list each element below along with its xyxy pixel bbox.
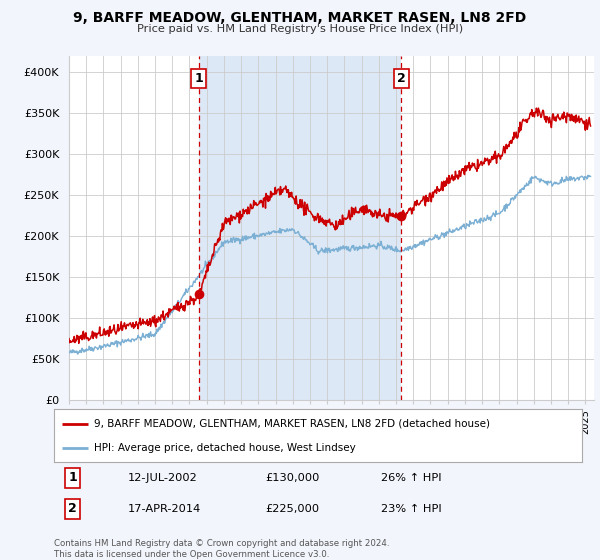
Text: Price paid vs. HM Land Registry's House Price Index (HPI): Price paid vs. HM Land Registry's House … xyxy=(137,24,463,34)
Text: £225,000: £225,000 xyxy=(265,504,319,514)
Text: 1: 1 xyxy=(194,72,203,85)
Text: 9, BARFF MEADOW, GLENTHAM, MARKET RASEN, LN8 2FD: 9, BARFF MEADOW, GLENTHAM, MARKET RASEN,… xyxy=(73,11,527,25)
Text: 17-APR-2014: 17-APR-2014 xyxy=(128,504,201,514)
Text: £130,000: £130,000 xyxy=(265,473,320,483)
Text: 1: 1 xyxy=(68,471,77,484)
Text: 2: 2 xyxy=(68,502,77,515)
Text: 26% ↑ HPI: 26% ↑ HPI xyxy=(382,473,442,483)
Text: HPI: Average price, detached house, West Lindsey: HPI: Average price, detached house, West… xyxy=(94,443,355,453)
Text: 12-JUL-2002: 12-JUL-2002 xyxy=(128,473,197,483)
Text: 23% ↑ HPI: 23% ↑ HPI xyxy=(382,504,442,514)
Text: 9, BARFF MEADOW, GLENTHAM, MARKET RASEN, LN8 2FD (detached house): 9, BARFF MEADOW, GLENTHAM, MARKET RASEN,… xyxy=(94,419,490,429)
Text: Contains HM Land Registry data © Crown copyright and database right 2024.
This d: Contains HM Land Registry data © Crown c… xyxy=(54,539,389,559)
Bar xyxy=(199,56,401,400)
Text: 2: 2 xyxy=(397,72,406,85)
